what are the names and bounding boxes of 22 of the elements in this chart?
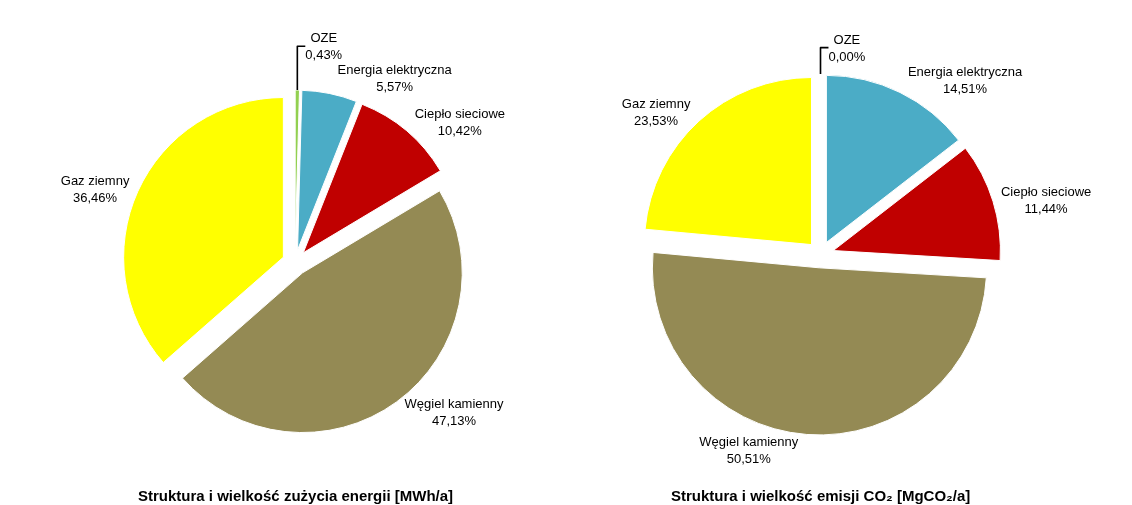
slice-label: Gaz ziemny [621, 96, 691, 112]
data-label: 50,51% [726, 451, 772, 467]
category-label: OZE [833, 31, 861, 47]
slice-label: Węgiel kamienny [699, 434, 799, 450]
data-label: 5,57% [376, 79, 414, 95]
text: Struktura i wielkość zużycia energii [MWh/a] [138, 487, 454, 504]
data-label: 47,13% [431, 413, 477, 429]
text: 0,00% [828, 48, 866, 64]
slice-label: OZE [310, 30, 338, 46]
slice-label: Ciepło sieciowe [1000, 183, 1092, 199]
slice-label: Energia elektryczna [907, 63, 1023, 79]
text: Struktura i wielkość emisji CO₂ [MgCO₂/a] [671, 487, 971, 504]
data-label: 0,43% [305, 47, 343, 63]
data-label: 36,46% [73, 189, 118, 205]
slice-label: Energia elektryczna [337, 62, 453, 78]
slice-label: Gaz ziemny [60, 172, 130, 188]
data-label: 14,51% [942, 80, 988, 96]
slice-label: Ciepło sieciowe [414, 105, 505, 121]
data-label: 10,42% [437, 122, 483, 138]
data-label: 11,44% [1024, 200, 1069, 216]
data-label: 23,53% [634, 113, 679, 129]
slice-label: Węgiel kamienny [404, 396, 505, 412]
